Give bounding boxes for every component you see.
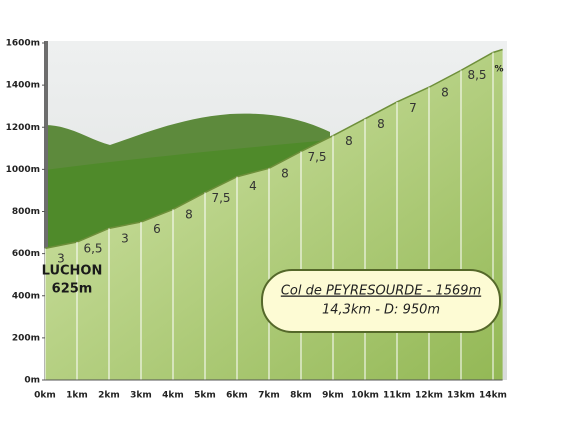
info-box	[261, 269, 501, 333]
x-tick-label: 7km	[258, 391, 280, 401]
x-tick-label: 12km	[415, 391, 443, 401]
x-tick-label: 2km	[98, 391, 120, 401]
summary-note: 14,3km - D: 950m	[322, 303, 440, 318]
gradient-unit: %	[494, 65, 503, 75]
gradient-label: 8,5	[467, 68, 486, 82]
gradient-label: 6	[153, 222, 161, 236]
gradient-label: 3	[121, 232, 129, 246]
start-altitude: 625m	[52, 282, 93, 297]
summit-note: Col de PEYRESOURDE - 1569m	[281, 284, 481, 299]
x-tick-label: 0km	[34, 391, 56, 401]
x-tick-label: 13km	[447, 391, 475, 401]
x-tick-label: 8km	[290, 391, 312, 401]
x-tick-label: 10km	[351, 391, 379, 401]
profile-line	[44, 48, 503, 250]
x-tick-label: 11km	[383, 391, 411, 401]
gradient-label: 6,5	[83, 242, 102, 256]
gradient-label: 8	[185, 207, 193, 221]
x-tick-label: 6km	[226, 391, 248, 401]
gradient-label: 7	[409, 101, 417, 115]
gradient-label: 7,5	[307, 150, 326, 164]
x-tick-label: 5km	[194, 391, 216, 401]
x-tick-label: 3km	[130, 391, 152, 401]
y-tick-label: 1600m	[6, 39, 40, 49]
x-tick-label: 4km	[162, 391, 184, 401]
y-tick-label: 1000m	[6, 165, 40, 175]
y-tick-label: 1400m	[6, 81, 40, 91]
x-tick-label: 9km	[322, 391, 344, 401]
gradient-label: 8	[281, 166, 289, 180]
start-name: LUCHON	[42, 264, 103, 279]
x-tick-label: 14km	[479, 391, 507, 401]
x-tick-label: 1km	[66, 391, 88, 401]
y-tick-label: 200m	[12, 333, 40, 343]
left-pole	[44, 41, 48, 380]
gradient-label: 4	[249, 179, 257, 193]
gradient-label: 8	[377, 117, 385, 131]
y-tick-label: 600m	[12, 249, 40, 259]
gradient-label: 8	[441, 85, 449, 99]
y-tick-label: 800m	[12, 207, 40, 217]
gradient-label: 3	[57, 252, 65, 266]
y-tick-label: 1200m	[6, 123, 40, 133]
y-tick-label: 0m	[24, 376, 40, 386]
gradient-label: 7,5	[211, 191, 230, 205]
y-tick-label: 400m	[12, 291, 40, 301]
gradient-label: 8	[345, 134, 353, 148]
